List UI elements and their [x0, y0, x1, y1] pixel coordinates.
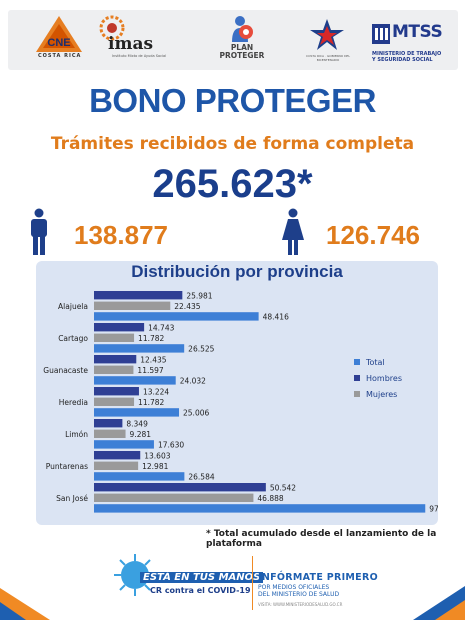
category-label: Cartago	[58, 334, 88, 343]
chart-title: Distribución por provincia	[131, 262, 343, 281]
data-label: 12.435	[140, 355, 166, 364]
data-label: 25.981	[186, 291, 212, 300]
mtss-line1: MINISTERIO DE TRABAJO	[372, 51, 442, 57]
imas-subtitle: Instituto Mixto de Ayuda Social	[112, 54, 167, 58]
female-icon	[282, 208, 304, 255]
category-label: Heredia	[59, 398, 88, 407]
mtss-line2: Y SEGURIDAD SOCIAL	[372, 57, 433, 63]
bar-mujeres-puntarenas	[94, 461, 139, 470]
inform-text: POR MEDIOS OFICIALES DEL MINISTERIO DE S…	[258, 584, 339, 598]
bar-total-heredia	[94, 408, 180, 417]
data-label: 11.782	[138, 398, 164, 407]
campaign-line1: ESTÁ EN TUS MANOS	[140, 572, 264, 583]
province-bar-chart: 25.981 22.435 48.416 Alajuela 14.743 11.782 26…	[43, 291, 438, 514]
data-label: 48.416	[263, 313, 289, 322]
data-label: 25.006	[183, 409, 209, 418]
bar-total-limón	[94, 440, 154, 449]
legend-label-total: Total	[365, 358, 385, 367]
bar-hombres-limón	[94, 419, 123, 428]
data-label: 24.032	[180, 377, 206, 386]
campaign-line2: CR contra el COVID-19	[150, 586, 251, 595]
legend-swatch-total	[354, 359, 360, 365]
inform-url[interactable]: VISITA: WWW.MINISTERIODESALUD.GO.CR	[258, 602, 343, 607]
bar-mujeres-alajuela	[94, 301, 171, 310]
bar-hombres-puntarenas	[94, 451, 141, 460]
category-label: Puntarenas	[46, 462, 88, 471]
bar-mujeres-guanacaste	[94, 365, 134, 374]
data-label: 46.888	[257, 494, 283, 503]
category-label: Guanacaste	[43, 366, 88, 375]
women-count: 126.746	[326, 220, 420, 250]
mtss-icon	[372, 24, 390, 44]
imas-icon	[99, 15, 125, 41]
bar-hombres-alajuela	[94, 291, 183, 300]
data-label: 13.224	[143, 387, 169, 396]
male-icon	[31, 208, 47, 255]
imas-logo-text: imas	[108, 34, 154, 54]
data-label: 14.743	[148, 323, 174, 332]
page-title: BONO PROTEGER	[89, 82, 376, 119]
mtss-logo-text: MTSS	[392, 22, 443, 42]
men-count: 138.877	[74, 220, 168, 250]
data-label: 22.435	[174, 302, 200, 311]
bar-hombres-cartago	[94, 323, 145, 332]
data-label: 50.542	[270, 483, 296, 492]
bar-total-alajuela	[94, 312, 259, 321]
inform-line2: DEL MINISTERIO DE SALUD	[258, 591, 340, 598]
bar-total-san-josé	[94, 504, 426, 513]
inform-title: INFÓRMATE PRIMERO	[258, 572, 378, 583]
data-label: 97.430	[429, 505, 438, 514]
cne-logo-text: CNE	[47, 37, 70, 49]
bar-mujeres-limón	[94, 429, 126, 438]
data-label: 13.603	[144, 451, 170, 460]
data-label: 9.281	[130, 430, 152, 439]
costa-rica-star-icon	[310, 19, 344, 50]
data-label: 8.349	[126, 419, 148, 428]
bar-hombres-guanacaste	[94, 355, 137, 364]
bar-hombres-san-josé	[94, 483, 266, 492]
plan-line1: PLAN	[230, 43, 254, 52]
bar-mujeres-cartago	[94, 333, 135, 342]
bar-total-puntarenas	[94, 472, 185, 481]
footer-divider	[252, 556, 253, 610]
category-label: Alajuela	[58, 302, 88, 311]
plan-line2: PROTEGER	[219, 51, 265, 60]
mtss-subtitle: MINISTERIO DE TRABAJO Y SEGURIDAD SOCIAL	[372, 51, 441, 63]
page-subtitle: Trámites recibidos de forma completa	[50, 134, 415, 154]
footnote: * Total acumulado desde el lanzamiento d…	[206, 529, 437, 549]
costa-rica-subtitle: COSTA RICA · GOBIERNO DEL BICENTENARIO	[306, 54, 350, 62]
cne-subtitle: COSTA RICA	[38, 53, 82, 59]
legend-label-mujeres: Mujeres	[366, 390, 397, 399]
plan-proteger-icon	[232, 16, 253, 42]
bar-total-guanacaste	[94, 376, 176, 385]
data-label: 11.782	[138, 334, 164, 343]
legend-swatch-hombres	[354, 375, 360, 381]
data-label: 12.981	[142, 462, 168, 471]
bar-total-cartago	[94, 344, 185, 353]
data-label: 17.630	[158, 441, 184, 450]
bar-mujeres-heredia	[94, 397, 135, 406]
inform-line1: POR MEDIOS OFICIALES	[258, 584, 330, 591]
data-label: 11.597	[137, 366, 163, 375]
data-label: 26.584	[188, 473, 214, 482]
total-count: 265.623*	[152, 162, 313, 206]
plan-proteger-logo: PLAN PROTEGER	[212, 44, 272, 60]
bar-hombres-heredia	[94, 387, 139, 396]
footer-right-stripes	[413, 586, 465, 620]
data-label: 26.525	[188, 345, 214, 354]
footer-left-stripes	[0, 588, 50, 620]
legend-swatch-mujeres	[354, 391, 360, 397]
cne-logo: CNE	[36, 16, 82, 52]
bar-mujeres-san-josé	[94, 493, 254, 502]
category-label: San José	[56, 494, 88, 503]
legend-label-hombres: Hombres	[366, 374, 402, 383]
category-label: Limón	[65, 430, 88, 439]
